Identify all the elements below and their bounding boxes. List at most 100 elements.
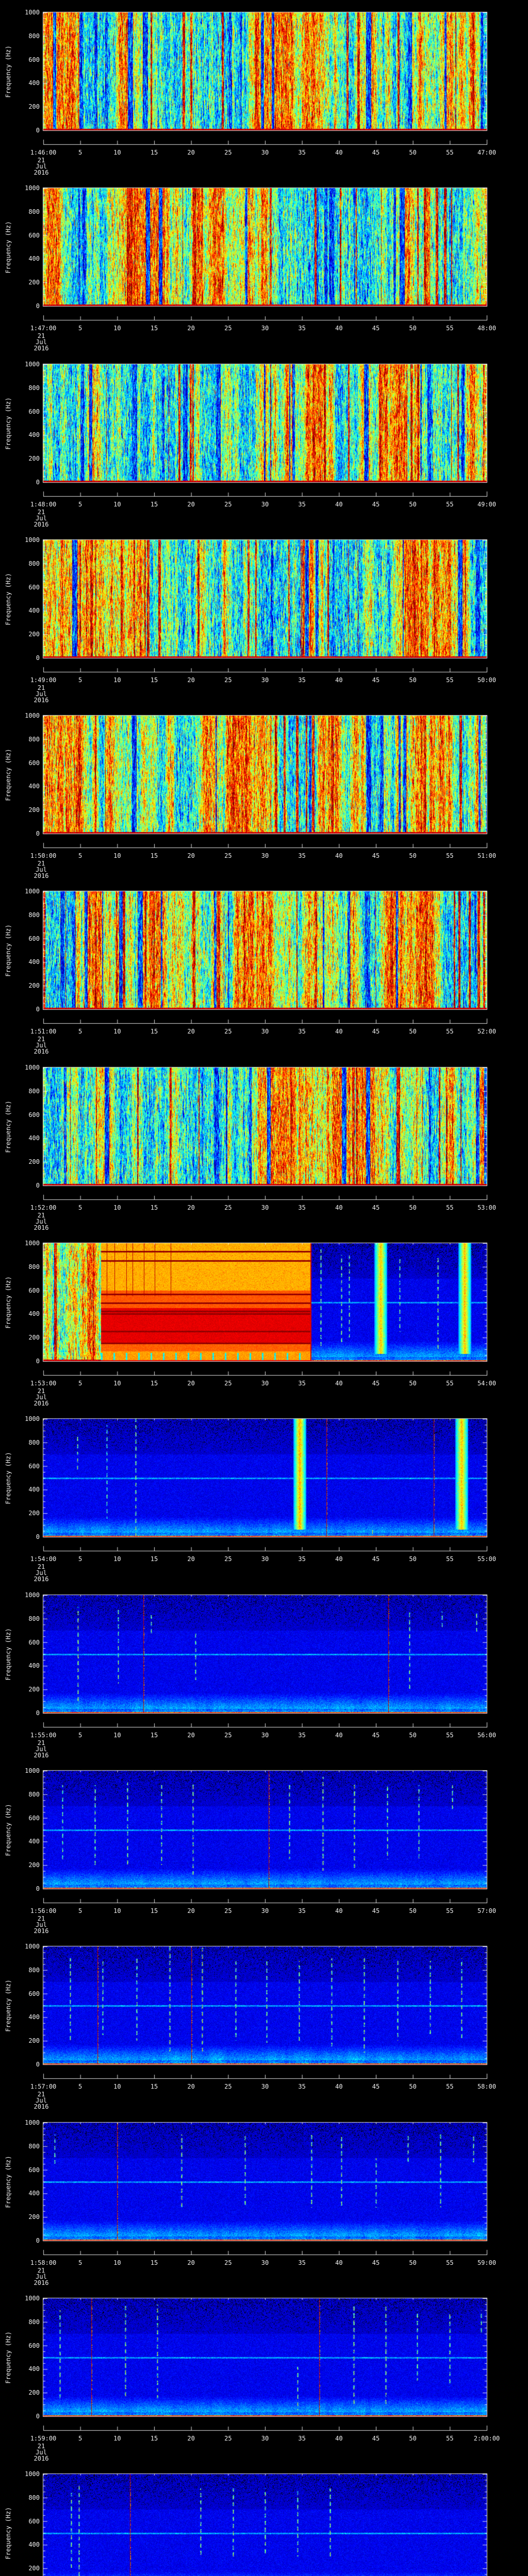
y-tick-label: 600 — [28, 1286, 40, 1294]
x-tick-label: 30 — [261, 2259, 269, 2266]
y-tick-label: 1000 — [25, 536, 40, 544]
x-tick-label: 25 — [224, 149, 232, 156]
x-tick-label: 20 — [187, 325, 195, 332]
y-tick-label: 800 — [28, 384, 40, 392]
date-label: 21 — [37, 1915, 45, 1922]
date-label: 21 — [37, 860, 45, 867]
date-label: Jul — [36, 2097, 47, 2104]
y-tick-label: 800 — [28, 2494, 40, 2501]
end-time-label: 55:00 — [477, 1555, 497, 1563]
x-tick-label: 30 — [261, 149, 269, 156]
x-tick-label: 40 — [335, 501, 343, 508]
y-axis-title: Frequency (Hz) — [5, 1451, 12, 1504]
date-label: Jul — [36, 1921, 47, 1928]
start-time-label: 1:54:00 — [30, 1555, 57, 1563]
spectrogram-panel-11: Frequency (Hz) 1000 800 600 400 200 0 1:56:00 5 1… — [0, 1758, 528, 1935]
x-tick-label: 45 — [372, 2083, 380, 2090]
spectrogram-panel-8: Frequency (Hz) 1000 800 600 400 200 0 1:53:00 5 1… — [0, 1231, 528, 1407]
x-tick-label: 25 — [224, 2083, 232, 2090]
date-label: Jul — [36, 2273, 47, 2280]
date-label: Jul — [36, 515, 47, 522]
x-tick-label: 25 — [224, 1732, 232, 1739]
y-tick-label: 600 — [28, 408, 40, 415]
start-time-label: 1:57:00 — [30, 2083, 57, 2090]
x-tick-label: 35 — [298, 1380, 306, 1387]
x-tick-label: 45 — [372, 1204, 380, 1211]
y-tick-label: 1000 — [25, 2119, 40, 2126]
y-axis-title: Frequency (Hz) — [5, 45, 12, 98]
x-tick-label: 45 — [372, 1555, 380, 1563]
date-label: 21 — [37, 1739, 45, 1747]
x-tick-label: 5 — [78, 852, 82, 859]
x-tick-label: 35 — [298, 676, 306, 684]
x-tick-label: 25 — [224, 1555, 232, 1563]
x-tick-label: 50 — [409, 1732, 417, 1739]
spectrogram-canvas-2 — [0, 176, 528, 352]
y-tick-label: 600 — [28, 1638, 40, 1646]
x-tick-label: 15 — [150, 1732, 158, 1739]
x-tick-label: 25 — [224, 1204, 232, 1211]
start-time-label: 1:58:00 — [30, 2259, 57, 2266]
date-label: 2016 — [34, 697, 49, 704]
x-tick-label: 35 — [298, 2259, 306, 2266]
y-tick-label: 1000 — [25, 1943, 40, 1950]
x-tick-label: 5 — [78, 1380, 82, 1387]
y-tick-label: 1000 — [25, 184, 40, 192]
y-tick-label: 200 — [28, 1334, 40, 1342]
y-tick-label: 1000 — [25, 2470, 40, 2478]
date-label: 2016 — [34, 1575, 49, 1583]
date-label: 21 — [37, 509, 45, 516]
date-label: Jul — [36, 866, 47, 873]
x-tick-label: 20 — [187, 1732, 195, 1739]
date-label: Jul — [36, 338, 47, 346]
date-label: 21 — [37, 2443, 45, 2450]
end-time-label: 58:00 — [477, 2083, 497, 2090]
start-time-label: 1:46:00 — [30, 149, 57, 156]
x-tick-label: 10 — [113, 1380, 121, 1387]
x-tick-label: 25 — [224, 1907, 232, 1914]
date-label: 21 — [37, 157, 45, 164]
y-tick-label: 800 — [28, 1087, 40, 1095]
x-tick-label: 10 — [113, 2435, 121, 2442]
y-tick-label: 800 — [28, 32, 40, 40]
x-tick-label: 55 — [446, 1204, 454, 1211]
start-time-label: 1:52:00 — [30, 1204, 57, 1211]
y-axis-title: Frequency (Hz) — [5, 2155, 12, 2208]
y-tick-label: 200 — [28, 2213, 40, 2221]
x-tick-label: 35 — [298, 2083, 306, 2090]
y-tick-label: 1000 — [25, 712, 40, 719]
y-tick-label: 800 — [28, 1790, 40, 1798]
x-tick-label: 45 — [372, 676, 380, 684]
spectrogram-panel-6: Frequency (Hz) 1000 800 600 400 200 0 1:51:00 5 1… — [0, 879, 528, 1055]
date-label: 2016 — [34, 872, 49, 879]
x-tick-label: 45 — [372, 325, 380, 332]
y-tick-label: 200 — [28, 1158, 40, 1166]
y-tick-label: 400 — [28, 431, 40, 439]
y-tick-label: 800 — [28, 2142, 40, 2150]
y-tick-label: 800 — [28, 735, 40, 743]
x-tick-label: 30 — [261, 325, 269, 332]
start-time-label: 1:47:00 — [30, 325, 57, 332]
x-tick-label: 50 — [409, 2259, 417, 2266]
y-tick-label: 1000 — [25, 9, 40, 16]
x-tick-label: 25 — [224, 325, 232, 332]
x-tick-label: 35 — [298, 1907, 306, 1914]
y-tick-label: 0 — [36, 479, 40, 486]
date-label: 2016 — [34, 1224, 49, 1231]
y-axis-title: Frequency (Hz) — [5, 1276, 12, 1329]
y-tick-label: 200 — [28, 1510, 40, 1517]
y-tick-label: 1000 — [25, 361, 40, 368]
y-tick-label: 0 — [36, 1709, 40, 1717]
spectrogram-canvas-4 — [0, 528, 528, 704]
x-tick-label: 15 — [150, 1907, 158, 1914]
spectrogram-panel-10: Frequency (Hz) 1000 800 600 400 200 0 1:55:00 5 1… — [0, 1583, 528, 1759]
spectrogram-canvas-1 — [0, 0, 528, 176]
spectrogram-panel-5: Frequency (Hz) 1000 800 600 400 200 0 1:50:00 5 1… — [0, 703, 528, 879]
x-tick-label: 40 — [335, 1204, 343, 1211]
date-label: Jul — [36, 690, 47, 698]
x-tick-label: 45 — [372, 852, 380, 859]
x-tick-label: 35 — [298, 1028, 306, 1035]
start-time-label: 1:48:00 — [30, 501, 57, 508]
x-tick-label: 35 — [298, 501, 306, 508]
